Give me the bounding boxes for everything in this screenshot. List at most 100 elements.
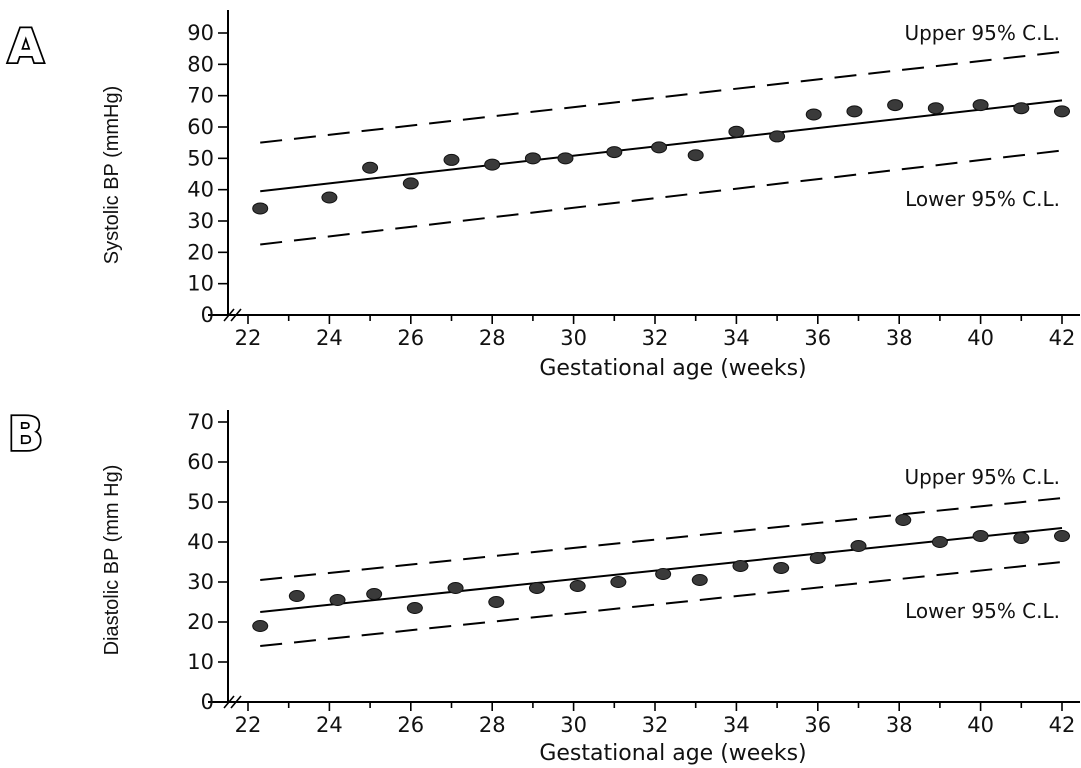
panel-b-axes: 0 10 20 30 40 50 60 70 22 24 26 28 30 32 34 36 38 40 42 <box>187 410 1080 737</box>
panel-a-x-tick-label: 38 <box>886 326 913 350</box>
panel-b-points <box>252 514 1070 632</box>
panel-a-y-tick-label: 40 <box>187 178 214 202</box>
panel-a-axis-break-mark <box>230 308 242 322</box>
panel-a-y-tick-label: 70 <box>187 84 214 108</box>
panel-a-x-tick-label: 42 <box>1049 326 1076 350</box>
panel-b-y-axis-title: Diastolic BP (mm Hg) <box>101 465 123 656</box>
panel-b-data-point <box>655 568 672 580</box>
panel-b-x-tick-label: 30 <box>560 713 587 737</box>
panel-b-y-tick-label: 60 <box>187 450 214 474</box>
panel-b-data-point <box>252 620 269 632</box>
panel-a-data-point <box>846 105 863 118</box>
panel-b-data-point <box>972 530 989 542</box>
panel-a-y-tick-label: 10 <box>187 272 214 296</box>
panel-b-upper-cl-label: Upper 95% C.L. <box>904 465 1060 489</box>
panel-a-x-tick-label: 32 <box>642 326 669 350</box>
panel-a-data-point <box>606 146 623 159</box>
panel-a-data-point <box>972 99 989 112</box>
panel-b-data-point <box>732 560 749 572</box>
panel-b-diastolic-chart: B Diastolic BP (mm Hg) Gestational age (… <box>6 405 1080 766</box>
panel-b-data-point <box>366 588 383 600</box>
panel-a-data-point <box>362 161 379 174</box>
panel-a-systolic-chart: A Systolic BP (mmHg) Gestational age (we… <box>6 10 1080 381</box>
panel-a-data-point <box>484 158 501 171</box>
panel-a-points <box>252 99 1070 215</box>
panel-a-data-point <box>524 152 541 165</box>
panel-b-data-point <box>809 552 826 564</box>
panel-b-letter: B <box>8 407 43 461</box>
panel-b-y-tick-label: 50 <box>187 490 214 514</box>
panel-a-data-point <box>321 191 338 204</box>
panel-a-data-point <box>687 149 704 162</box>
panel-b-y-tick-label: 30 <box>187 570 214 594</box>
panel-b-x-tick-label: 36 <box>804 713 831 737</box>
panel-a-data-point <box>769 130 786 143</box>
panel-b-lower-cl-label: Lower 95% C.L. <box>905 599 1060 623</box>
panel-b-axis-break-mark <box>223 695 235 709</box>
panel-a-data-point <box>443 153 460 166</box>
panel-b-data-point <box>329 594 346 606</box>
panel-b-y-tick-label: 20 <box>187 610 214 634</box>
panel-a-data-point <box>1013 102 1030 115</box>
panel-b-data-point <box>610 576 627 588</box>
panel-b-y-tick-label: 0 <box>201 690 214 714</box>
panel-a-data-point <box>252 202 269 215</box>
panel-a-data-point <box>1054 105 1070 118</box>
panel-a-upper-cl-label: Upper 95% C.L. <box>904 21 1060 45</box>
panel-a-y-tick-label: 50 <box>187 146 214 170</box>
panel-b-data-point <box>447 582 464 594</box>
panel-b-data-point <box>528 582 545 594</box>
panel-a-y-tick-label: 30 <box>187 209 214 233</box>
panel-a-y-tick-label: 20 <box>187 240 214 264</box>
panel-a-x-tick-label: 24 <box>316 326 343 350</box>
panel-a-y-tick-label: 0 <box>201 303 214 327</box>
panel-a-axis-break-mark <box>223 308 235 322</box>
panel-a-data-point <box>887 99 904 112</box>
panel-b-x-tick-label: 32 <box>642 713 669 737</box>
panel-b-y-tick-label: 10 <box>187 650 214 674</box>
panel-b-x-tick-label: 42 <box>1049 713 1076 737</box>
panel-b-data-point <box>931 536 948 548</box>
panel-a-data-point <box>402 177 419 190</box>
panel-b-y-tick-label: 70 <box>187 410 214 434</box>
panel-b-x-tick-label: 24 <box>316 713 343 737</box>
panel-b-data-point <box>569 580 586 592</box>
panel-b-data-point <box>406 602 423 614</box>
panel-b-x-axis-title: Gestational age (weeks) <box>539 741 806 766</box>
panel-b-data-point <box>1054 530 1070 542</box>
panel-a-x-tick-label: 28 <box>479 326 506 350</box>
panel-a-y-tick-label: 90 <box>187 21 214 45</box>
panel-b-data-point <box>488 596 505 608</box>
panel-b-data-point <box>773 562 790 574</box>
panel-a-letter: A <box>8 19 44 73</box>
panel-b-x-tick-label: 38 <box>886 713 913 737</box>
panel-a-data-point <box>557 152 574 165</box>
panel-b-axis-break-mark <box>230 695 242 709</box>
panel-a-upper-cl-line <box>260 50 1063 144</box>
panel-a-x-axis-title: Gestational age (weeks) <box>539 356 806 381</box>
panel-a-x-tick-label: 30 <box>560 326 587 350</box>
panel-a-y-tick-label: 60 <box>187 115 214 139</box>
panel-a-axes: 0 10 20 30 40 50 60 70 80 90 22 24 26 28 30 32 34 36 38 40 4… <box>187 10 1080 350</box>
panel-b-x-tick-label: 40 <box>967 713 994 737</box>
panel-a-data-point <box>927 102 944 115</box>
panel-a-lower-cl-label: Lower 95% C.L. <box>905 187 1060 211</box>
panel-a-data-point <box>805 108 822 121</box>
panel-b-data-point <box>691 574 708 586</box>
panel-a-x-tick-label: 34 <box>723 326 750 350</box>
panel-b-data-point <box>288 590 305 602</box>
panel-a-x-tick-label: 36 <box>804 326 831 350</box>
panel-b-data-point <box>895 514 912 526</box>
panel-b-x-tick-label: 26 <box>397 713 424 737</box>
panel-b-y-tick-label: 40 <box>187 530 214 554</box>
panel-b-x-tick-label: 28 <box>479 713 506 737</box>
panel-b-data-point <box>850 540 867 552</box>
panel-a-x-tick-label: 26 <box>397 326 424 350</box>
panel-a-data-point <box>728 125 745 138</box>
panel-a-x-tick-label: 22 <box>235 326 262 350</box>
panel-a-y-tick-label: 80 <box>187 52 214 76</box>
panel-b-x-tick-label: 34 <box>723 713 750 737</box>
panel-b-data-point <box>1013 532 1030 544</box>
panel-a-x-tick-label: 40 <box>967 326 994 350</box>
